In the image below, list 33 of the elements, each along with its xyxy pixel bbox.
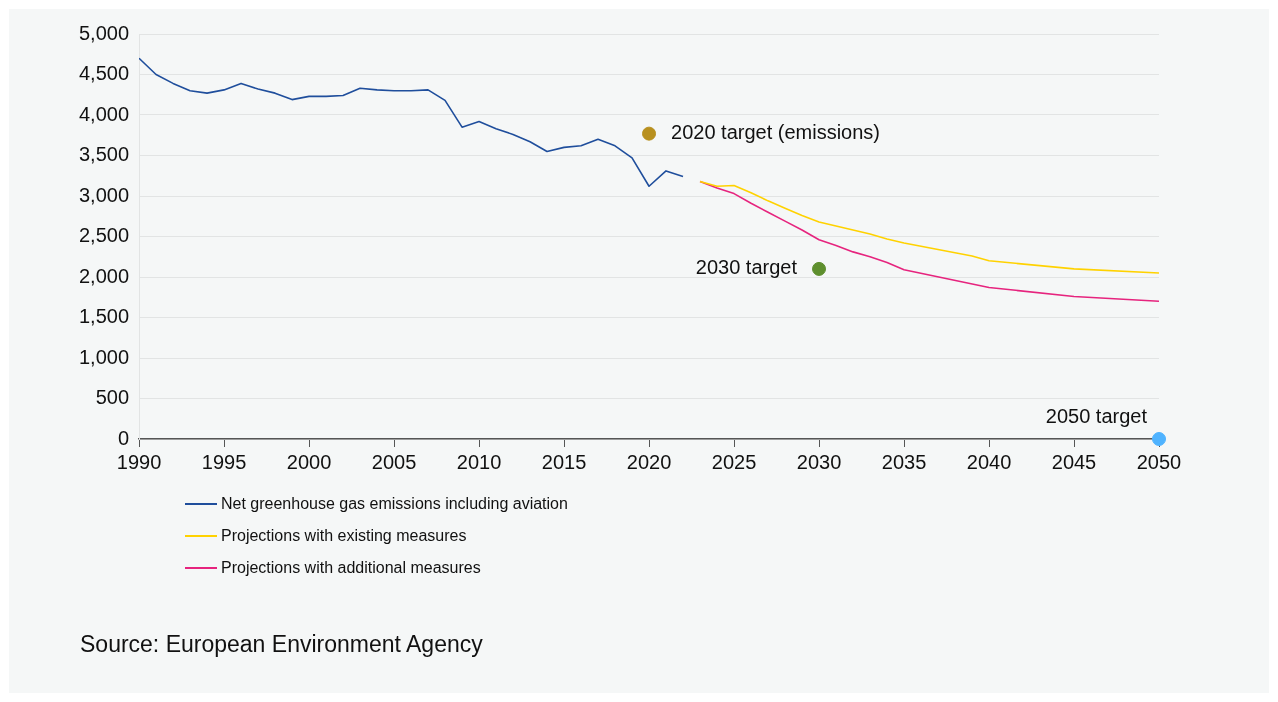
x-tick-label: 1995 [201,450,247,473]
y-tick-label: 4,500 [78,62,130,85]
y-tick-label: 2,000 [78,264,130,287]
x-tick-label: 2050 [1136,450,1182,473]
y-tick-label: 5,000 [78,21,130,44]
point [642,126,657,141]
x-tick-label: 2005 [371,450,417,473]
y-tick-label: 0 [117,426,130,449]
x-tick-label: 2020 [626,450,672,473]
x-tick-label: 2025 [711,450,757,473]
y-tick-label: 500 [95,386,130,409]
x-tick-label: 2035 [881,450,927,473]
x-tick-label: 2000 [286,450,332,473]
source-note: Source: European Environment Agency [80,631,483,658]
x-tick-label: 1990 [116,450,162,473]
annotation: 2030 target [695,256,798,279]
x-tick-label: 2040 [966,450,1012,473]
y-tick-label: 3,500 [78,143,130,166]
y-tick-label: 1,500 [78,305,130,328]
legend-label: Projections with additional measures [221,559,481,577]
y-tick-label: 3,000 [78,183,130,206]
y-tick-label: 1,000 [78,345,130,368]
annotation: 2050 target [1045,404,1148,427]
x-tick-label: 2010 [456,450,502,473]
x-tick-label: 2045 [1051,450,1097,473]
x-tick-label: 2015 [541,450,587,473]
legend-label: Projections with existing measures [221,527,467,545]
legend-label: Net greenhouse gas emissions including aviation [221,495,568,513]
point [812,261,827,276]
x-tick-label: 2030 [796,450,842,473]
y-tick-label: 4,000 [78,102,130,125]
annotation: 2020 target (emissions) [671,121,881,144]
y-tick-label: 2,500 [78,224,130,247]
